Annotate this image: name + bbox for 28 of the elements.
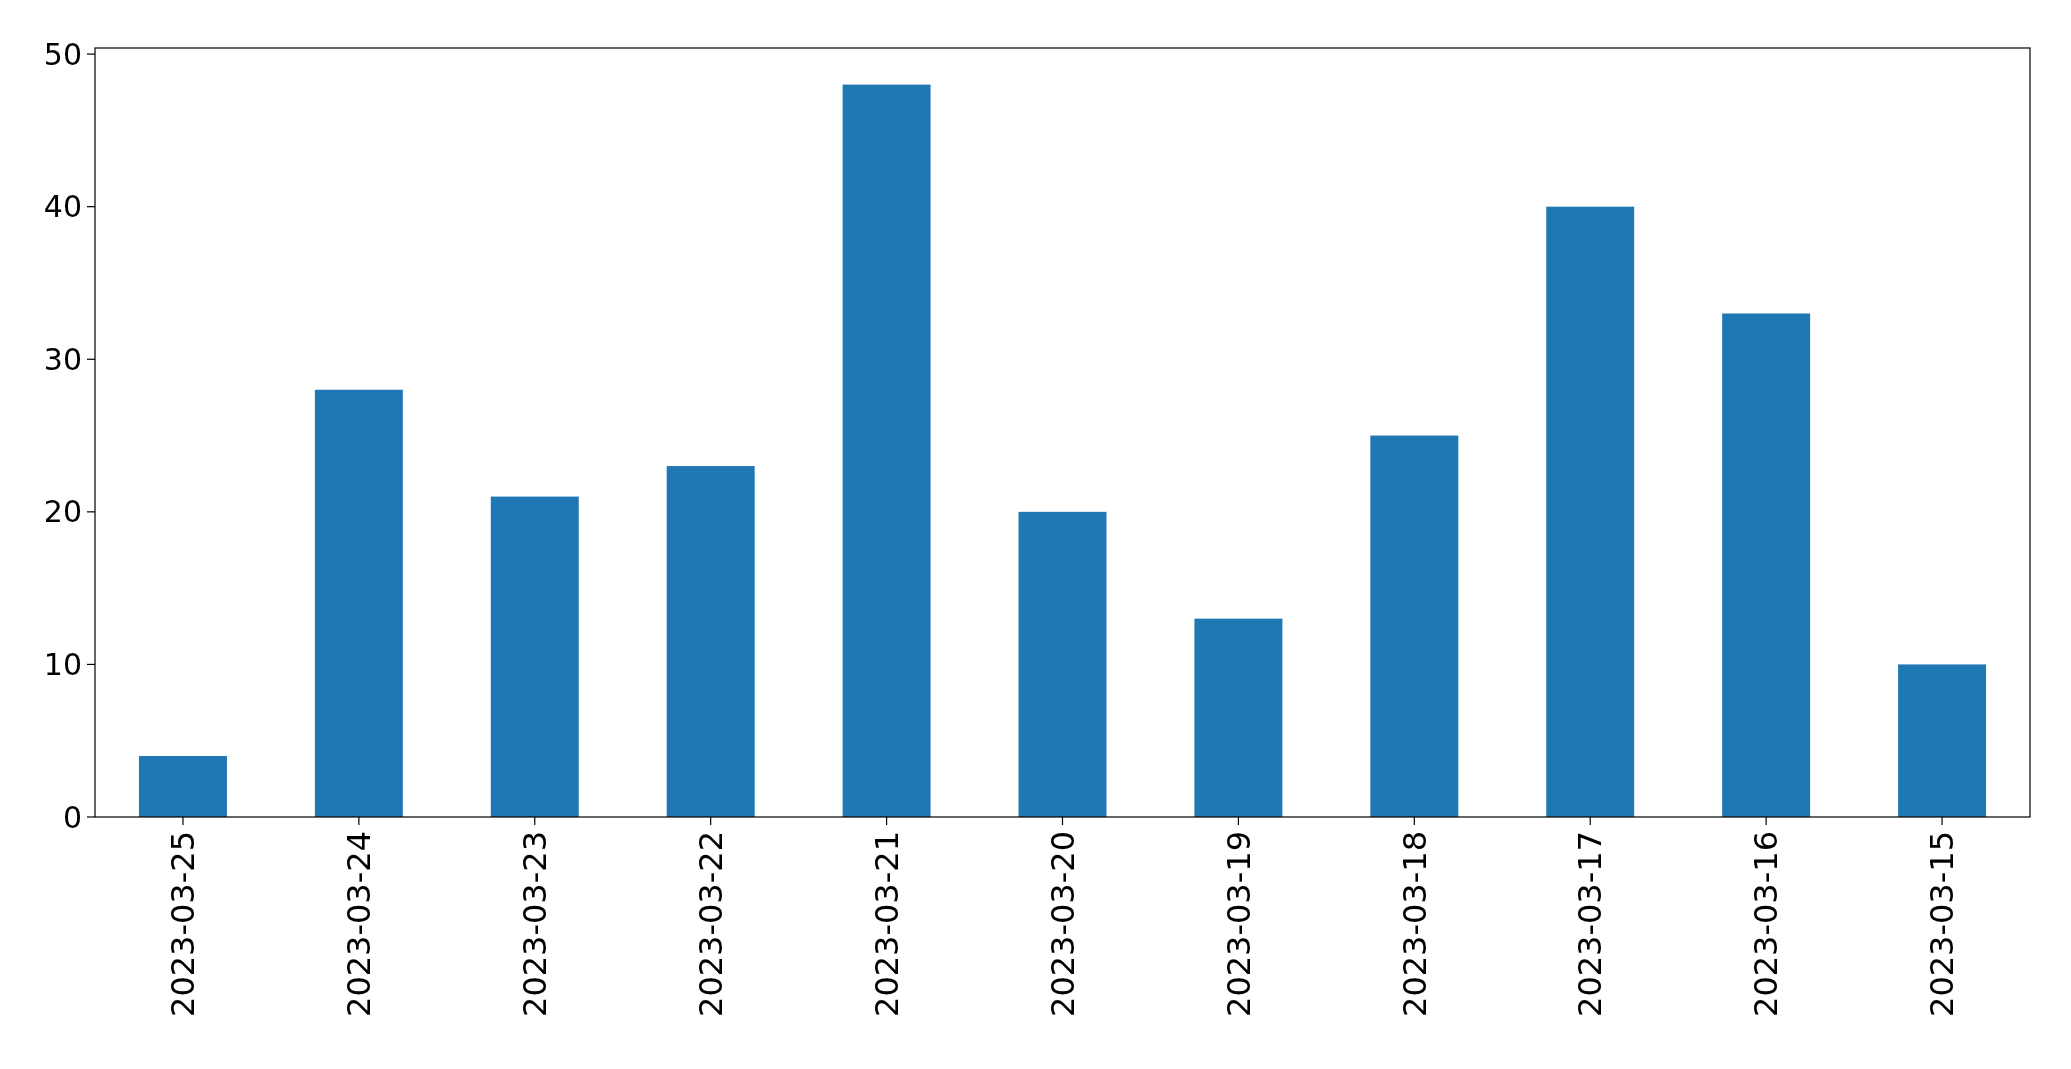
bar <box>1546 206 1635 817</box>
bar <box>1898 664 1987 817</box>
bar <box>138 755 227 817</box>
y-tick-label: 30 <box>43 341 82 377</box>
x-tick-label: 2023-03-19 <box>1219 831 1258 1017</box>
bar <box>314 389 403 817</box>
x-tick-label: 2023-03-23 <box>515 831 554 1017</box>
bar <box>490 496 579 817</box>
x-tick-label: 2023-03-25 <box>164 831 203 1017</box>
x-tick-label: 2023-03-21 <box>867 831 906 1017</box>
x-tick-label: 2023-03-16 <box>1747 831 1786 1017</box>
bar <box>1018 511 1107 817</box>
y-tick-label: 40 <box>43 189 82 225</box>
bar <box>1370 435 1459 817</box>
bar <box>842 84 931 817</box>
y-tick-label: 10 <box>43 646 82 682</box>
y-tick-label: 50 <box>43 36 82 72</box>
x-tick-label: 2023-03-22 <box>691 831 730 1017</box>
x-tick-label: 2023-03-17 <box>1571 831 1610 1017</box>
y-tick-label: 0 <box>62 799 82 835</box>
bar <box>666 466 755 817</box>
x-tick-label: 2023-03-20 <box>1043 831 1082 1017</box>
x-tick-label: 2023-03-15 <box>1923 831 1962 1017</box>
y-tick-label: 20 <box>43 494 82 530</box>
x-tick-label: 2023-03-24 <box>340 831 379 1017</box>
bar <box>1194 618 1283 817</box>
bar <box>1722 313 1811 817</box>
x-tick-label: 2023-03-18 <box>1395 831 1434 1017</box>
